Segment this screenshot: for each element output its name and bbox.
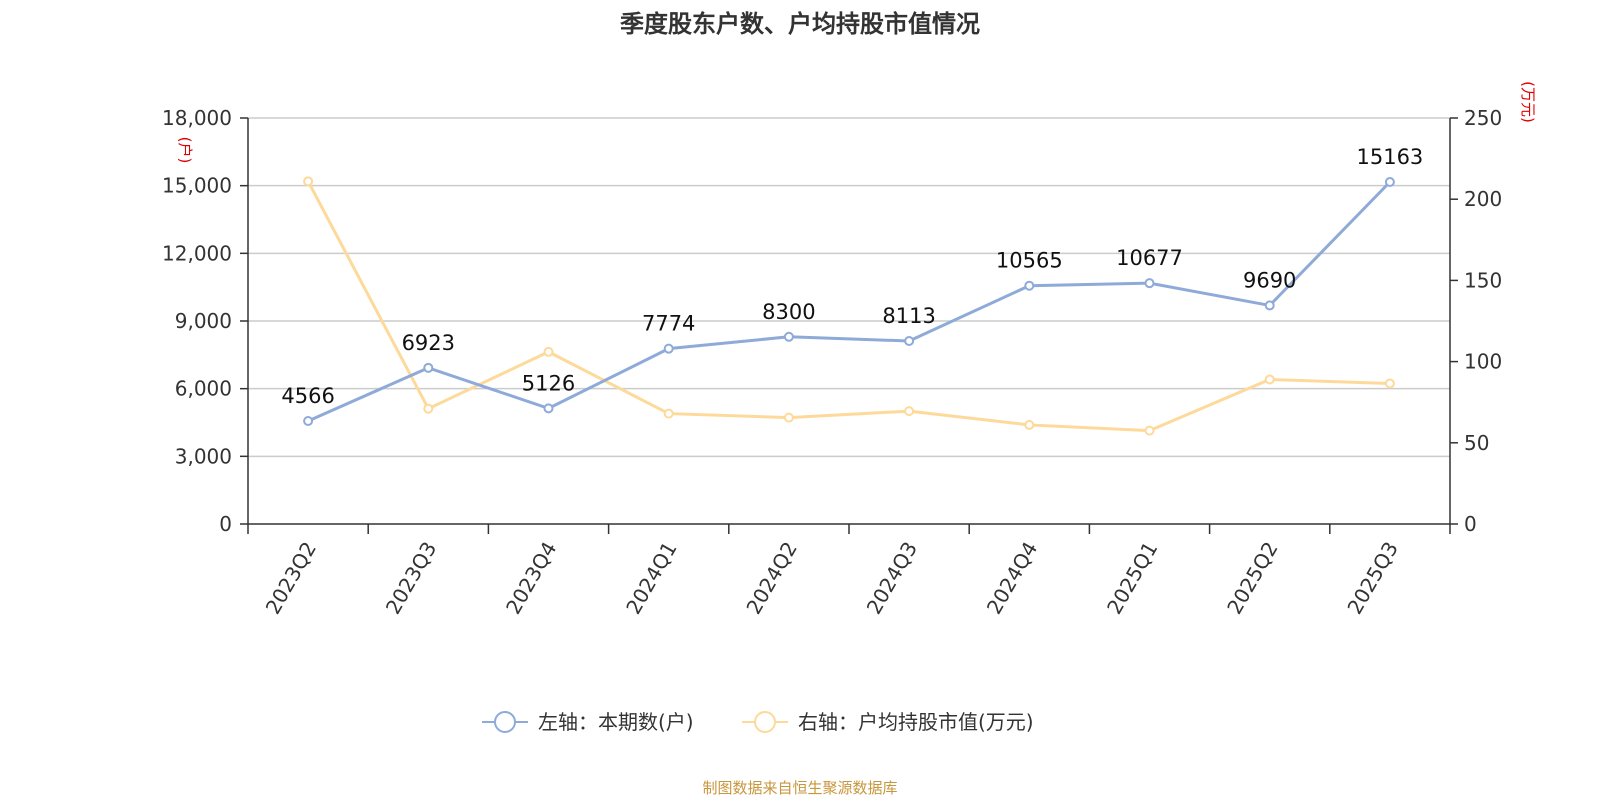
- data-point-right[interactable]: [1264, 374, 1275, 385]
- legend-item-left[interactable]: 左轴：本期数(户): [482, 710, 694, 734]
- legend-label: 左轴：本期数(户): [538, 710, 694, 734]
- data-point-right[interactable]: [303, 176, 314, 187]
- x-tick-label: 2024Q2: [741, 538, 801, 619]
- data-point-left[interactable]: [303, 416, 314, 427]
- x-tick-label: 2025Q3: [1342, 538, 1402, 619]
- x-tick-label: 2023Q4: [501, 538, 561, 619]
- data-label: 8113: [882, 304, 935, 328]
- data-point-left[interactable]: [543, 403, 554, 414]
- data-point-left[interactable]: [904, 336, 915, 347]
- right-axis-unit: (万元): [1519, 81, 1537, 123]
- series-group: 4566 6923 5126 7774 8300 8113 10565 10677 9690 15…: [281, 145, 1423, 436]
- legend[interactable]: 左轴：本期数(户) 右轴：户均持股市值(万元): [482, 710, 1034, 734]
- data-label: 6923: [402, 331, 455, 355]
- data-label: 8300: [762, 300, 815, 324]
- data-point-right[interactable]: [1384, 378, 1395, 389]
- data-point-right[interactable]: [543, 346, 554, 357]
- left-tick-label: 18,000: [162, 106, 232, 130]
- right-tick-label: 100: [1464, 350, 1502, 374]
- right-tick-label: 250: [1464, 106, 1502, 130]
- right-tick-label: 0: [1464, 512, 1477, 536]
- left-tick-label: 0: [219, 512, 232, 536]
- left-axis-unit: (户): [176, 137, 194, 164]
- series-line-right: [306, 180, 1390, 433]
- data-label: 7774: [642, 312, 695, 336]
- x-tick-label: 2024Q4: [982, 538, 1042, 619]
- right-tick-label: 50: [1464, 431, 1489, 455]
- data-point-left[interactable]: [663, 343, 674, 354]
- data-point-right[interactable]: [1144, 425, 1155, 436]
- x-tick-label: 2024Q3: [862, 538, 922, 619]
- data-label: 5126: [522, 371, 575, 395]
- data-point-right[interactable]: [1024, 419, 1035, 430]
- chart-title: 季度股东户数、户均持股市值情况: [620, 10, 980, 38]
- x-tick-label: 2023Q3: [381, 538, 441, 619]
- legend-marker: [754, 711, 776, 733]
- legend-item-right[interactable]: 右轴：户均持股市值(万元): [742, 710, 1034, 734]
- data-label: 4566: [281, 384, 334, 408]
- legend-label: 右轴：户均持股市值(万元): [798, 710, 1034, 734]
- x-tick-label: 2024Q1: [621, 538, 681, 619]
- source-note: 制图数据来自恒生聚源数据库: [702, 779, 897, 797]
- left-tick-label: 6,000: [175, 377, 232, 401]
- right-tick-label: 200: [1464, 187, 1502, 211]
- axes: 0 3,000 6,000 9,000 12,000 15,000 18,000 0 50 100…: [162, 81, 1537, 618]
- data-point-right[interactable]: [783, 412, 794, 423]
- data-point-left[interactable]: [1144, 278, 1155, 289]
- right-tick-label: 150: [1464, 268, 1502, 292]
- data-label: 10565: [996, 249, 1063, 273]
- data-point-left[interactable]: [1024, 280, 1035, 291]
- grid-lines: [248, 117, 1450, 458]
- data-point-right[interactable]: [423, 403, 434, 414]
- x-tick-label: 2025Q1: [1102, 538, 1162, 619]
- data-point-left[interactable]: [1384, 176, 1395, 187]
- left-tick-label: 15,000: [162, 174, 232, 198]
- legend-marker: [494, 711, 516, 733]
- data-point-right[interactable]: [904, 406, 915, 417]
- data-label: 10677: [1116, 246, 1183, 270]
- left-tick-label: 9,000: [175, 309, 232, 333]
- data-label: 9690: [1243, 268, 1296, 292]
- x-tick-label: 2025Q2: [1222, 538, 1282, 619]
- x-tick-label: 2023Q2: [261, 538, 321, 619]
- left-tick-label: 3,000: [175, 444, 232, 468]
- data-point-left[interactable]: [423, 362, 434, 373]
- data-point-left[interactable]: [783, 331, 794, 342]
- left-tick-label: 12,000: [162, 241, 232, 265]
- data-label: 15163: [1356, 145, 1423, 169]
- series-line-left: [307, 180, 1391, 423]
- data-point-right[interactable]: [663, 408, 674, 419]
- data-point-left[interactable]: [1264, 300, 1275, 311]
